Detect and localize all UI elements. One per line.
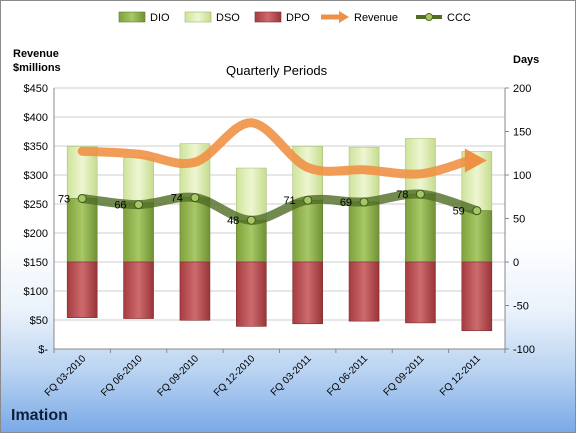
bar-dio	[179, 197, 211, 263]
ccc-data-label: 66	[114, 200, 126, 212]
left-tick-label: $450	[24, 83, 48, 95]
ccc-point	[472, 206, 482, 216]
ccc-data-label: 78	[396, 189, 408, 201]
right-tick-label: 0	[513, 257, 519, 269]
ccc-point	[190, 193, 200, 203]
company-name: Imation	[11, 407, 68, 424]
right-tick-label: 100	[513, 170, 531, 182]
x-tick-label: FQ 06-2010	[99, 353, 145, 399]
bar-dpo	[348, 261, 380, 322]
left-tick-label: $400	[24, 112, 48, 124]
left-tick-label: $200	[24, 228, 48, 240]
ccc-point	[303, 195, 313, 205]
bar-dpo	[461, 261, 493, 332]
ccc-point	[77, 193, 87, 203]
bar-dpo	[66, 261, 98, 318]
ccc-data-label: 73	[58, 193, 70, 205]
legend-swatch-dso	[184, 11, 212, 23]
legend-label-dpo: DPO	[286, 12, 310, 24]
ccc-line	[77, 189, 482, 225]
right-tick-label: 150	[513, 127, 531, 139]
ccc-point	[246, 215, 256, 225]
legend-label-ccc: CCC	[447, 12, 471, 24]
ccc-point	[134, 200, 144, 210]
ccc-data-label: 71	[283, 195, 295, 207]
left-tick-label: $100	[24, 286, 48, 298]
ccc-point	[415, 189, 425, 199]
legend-swatch-ccc	[416, 13, 442, 21]
legend-swatch-dio	[118, 11, 146, 23]
left-tick-label: $350	[24, 141, 48, 153]
right-tick-label: 50	[513, 214, 525, 226]
left-tick-label: $50	[30, 315, 48, 327]
bar-dpo	[179, 261, 211, 321]
bar-dpo	[123, 261, 154, 319]
x-tick-label: FQ 09-2010	[156, 353, 202, 399]
right-axis-label: Days	[513, 54, 539, 66]
chart-title: Quarterly Periods	[226, 63, 328, 78]
left-tick-label: $300	[24, 170, 48, 182]
ccc-point	[359, 197, 369, 207]
bar-dpo	[236, 261, 267, 327]
ccc-data-label: 48	[227, 215, 239, 227]
bar-dpo	[292, 261, 323, 325]
bar-dio	[292, 199, 323, 263]
left-axis-label-line1: Revenue	[13, 48, 59, 60]
x-tick-label: FQ 06-2011	[325, 353, 370, 398]
legend-swatch-revenue	[321, 11, 349, 23]
left-axis-label-line2: $millions	[13, 62, 61, 74]
left-tick-label: $-	[38, 344, 48, 356]
bar-dio	[66, 198, 98, 263]
x-tick-label: FQ 12-2010	[212, 353, 258, 399]
bar-dso	[236, 167, 267, 221]
legend-label-revenue: Revenue	[354, 12, 398, 24]
legend: DIO DSO DPO Revenue CCC	[118, 11, 471, 24]
right-tick-label: 200	[513, 83, 531, 95]
x-tick-label: FQ 03-2010	[43, 353, 89, 399]
bar-dio	[461, 210, 493, 263]
ccc-data-label: 69	[340, 197, 352, 209]
ccc-data-label: 59	[453, 206, 465, 218]
right-tick-label: -100	[513, 344, 535, 356]
revenue-arrowhead	[464, 148, 487, 173]
legend-swatch-dpo	[254, 11, 282, 23]
x-tick-label: FQ 03-2011	[269, 353, 314, 398]
bar-dso	[405, 138, 436, 195]
left-tick-label: $150	[24, 257, 48, 269]
ccc-data-label: 74	[171, 193, 183, 205]
bar-dso	[123, 157, 154, 204]
bar-dio	[123, 202, 154, 263]
legend-label-dio: DIO	[150, 12, 170, 24]
bar-dio	[405, 193, 436, 263]
bar-dio	[236, 219, 267, 263]
bar-dpo	[405, 261, 436, 324]
revenue-line	[77, 118, 474, 179]
right-tick-label: -50	[513, 301, 529, 313]
legend-label-dso: DSO	[216, 12, 240, 24]
left-tick-label: $250	[24, 199, 48, 211]
plot-area	[54, 88, 505, 349]
bar-dio	[348, 201, 380, 263]
x-tick-label: FQ 12-2011	[438, 353, 483, 398]
x-tick-label: FQ 09-2011	[382, 353, 427, 398]
